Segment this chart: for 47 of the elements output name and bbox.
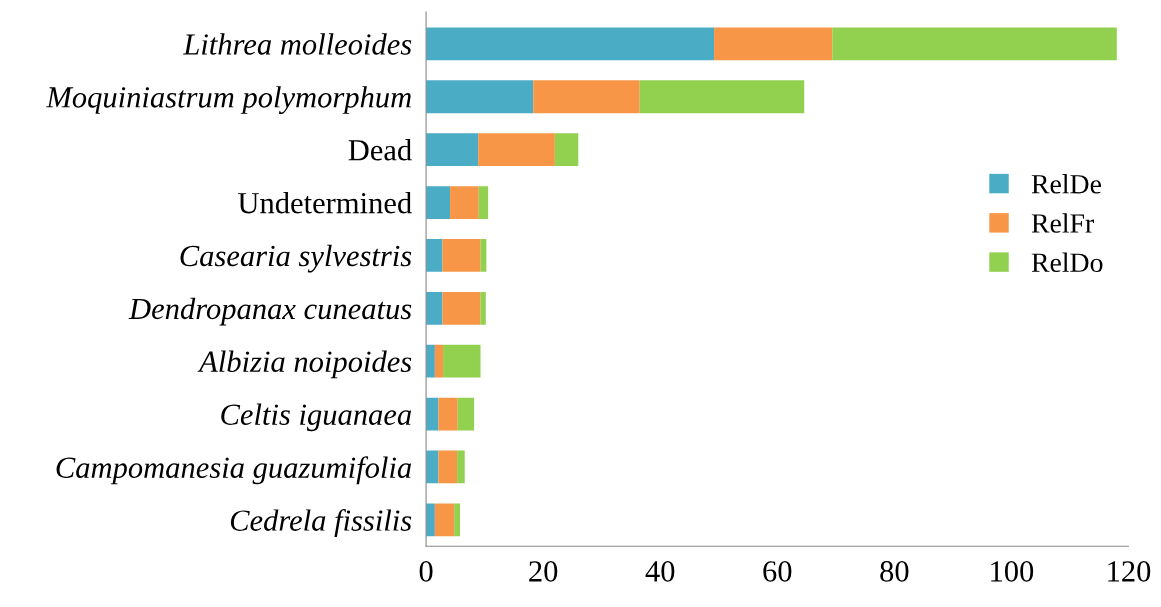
bar <box>442 291 481 325</box>
x-tick-label: 40 <box>645 561 675 582</box>
bar <box>457 397 475 431</box>
bar <box>480 291 486 325</box>
y-tick-label: Dendropanax cuneatus <box>128 297 412 326</box>
x-tick-label: 120 <box>1108 561 1151 582</box>
bar <box>639 80 805 114</box>
bar <box>478 186 489 219</box>
y-tick-label: Cedrela fissilis <box>230 509 412 538</box>
bar <box>554 133 579 167</box>
bar <box>434 344 444 378</box>
bar <box>450 186 479 219</box>
bar <box>438 397 458 431</box>
bar <box>426 503 435 537</box>
legend-label: RelFr <box>1031 213 1094 233</box>
legend-label: RelDo <box>1031 252 1103 273</box>
bar <box>426 186 451 219</box>
x-tick-label: 100 <box>991 561 1034 582</box>
x-tick-label: 60 <box>763 561 792 582</box>
bar <box>426 239 443 272</box>
y-tick-label: Undetermined <box>238 191 412 214</box>
bar <box>442 239 481 272</box>
bar <box>426 27 715 61</box>
y-tick-label: Moquiniastrum polymorphum <box>46 86 411 114</box>
x-tick-label: 20 <box>529 561 558 582</box>
bar <box>714 27 833 61</box>
bar <box>426 291 443 325</box>
y-tick-label: Campomanesia guazumifolia <box>56 456 412 485</box>
y-tick-label: Celtis iguanaea <box>221 403 412 432</box>
y-tick-label: Lithrea molleoides <box>182 33 412 55</box>
bar <box>443 344 481 378</box>
legend-label: RelDe <box>1031 174 1101 194</box>
bar <box>434 503 455 537</box>
x-tick-label: 80 <box>880 561 909 582</box>
bar <box>426 344 435 378</box>
x-tick-label: 0 <box>419 561 433 582</box>
bar <box>457 450 465 484</box>
bar <box>533 80 640 114</box>
bar <box>426 133 479 167</box>
y-tick-label: Dead <box>348 139 412 161</box>
bar <box>426 80 534 114</box>
bar <box>438 450 458 484</box>
y-tick-label: Casearia sylvestris <box>180 244 412 273</box>
bar <box>478 133 555 167</box>
bar <box>454 503 461 537</box>
bar <box>832 27 1117 61</box>
y-tick-label: Albizia noipoides <box>197 350 412 379</box>
